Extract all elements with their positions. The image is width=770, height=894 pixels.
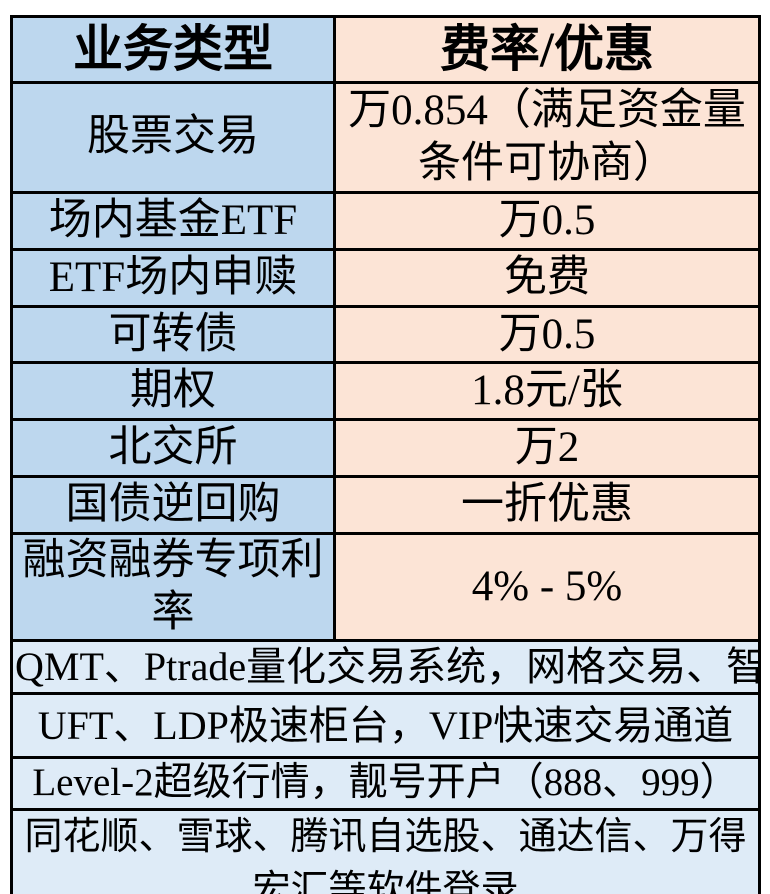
rate-cell: 一折优惠 bbox=[333, 474, 761, 535]
footer-row: UFT、LDP极速柜台，VIP快速交易通道 bbox=[10, 692, 761, 760]
column-header-business-type: 业务类型 bbox=[10, 15, 336, 84]
header-row: 业务类型 费率/优惠 bbox=[10, 15, 761, 84]
type-cell: 可转债 bbox=[10, 304, 336, 365]
type-cell: 国债逆回购 bbox=[10, 474, 336, 535]
column-header-rate-discount: 费率/优惠 bbox=[333, 15, 761, 84]
type-cell: ETF场内申赎 bbox=[10, 247, 336, 308]
footer-row: Level-2超级行情，靓号开户（888、999） bbox=[10, 756, 761, 812]
footer-row: 同花顺、雪球、腾讯自选股、通达信、万得 宏汇等软件登录 bbox=[10, 808, 761, 894]
footer-cell: Level-2超级行情，靓号开户（888、999） bbox=[10, 756, 761, 812]
rate-cell: 免费 bbox=[333, 247, 761, 308]
type-cell: 场内基金ETF bbox=[10, 191, 336, 251]
footer-cell: 同花顺、雪球、腾讯自选股、通达信、万得 宏汇等软件登录 bbox=[10, 808, 761, 894]
table-row: 期权 1.8元/张 bbox=[10, 361, 761, 421]
table-row: 北交所 万2 bbox=[10, 418, 761, 478]
table-row: ETF场内申赎 免费 bbox=[10, 247, 761, 308]
table-row: 股票交易 万0.854（满足资金量 条件可协商） bbox=[10, 80, 761, 194]
footer-cell: UFT、LDP极速柜台，VIP快速交易通道 bbox=[10, 692, 761, 760]
rate-cell: 万0.854（满足资金量 条件可协商） bbox=[333, 80, 761, 194]
table-row: 国债逆回购 一折优惠 bbox=[10, 474, 761, 535]
footer-cell: QMT、Ptrade量化交易系统，网格交易、智 bbox=[10, 639, 761, 696]
type-cell: 北交所 bbox=[10, 418, 336, 478]
table-row: 融资融券专项利率 4% - 5% bbox=[10, 531, 761, 643]
rate-cell: 万0.5 bbox=[333, 304, 761, 365]
type-cell: 融资融券专项利率 bbox=[10, 531, 336, 643]
table-row: 可转债 万0.5 bbox=[10, 304, 761, 365]
type-cell: 期权 bbox=[10, 361, 336, 421]
footer-row: QMT、Ptrade量化交易系统，网格交易、智 bbox=[10, 639, 761, 696]
rate-cell: 1.8元/张 bbox=[333, 361, 761, 421]
type-cell: 股票交易 bbox=[10, 80, 336, 194]
rate-cell: 万0.5 bbox=[333, 191, 761, 251]
fee-table: 业务类型 费率/优惠 股票交易 万0.854（满足资金量 条件可协商） 场内基金… bbox=[10, 15, 761, 894]
rate-cell: 4% - 5% bbox=[333, 531, 761, 643]
rate-cell: 万2 bbox=[333, 418, 761, 478]
table-row: 场内基金ETF 万0.5 bbox=[10, 191, 761, 251]
